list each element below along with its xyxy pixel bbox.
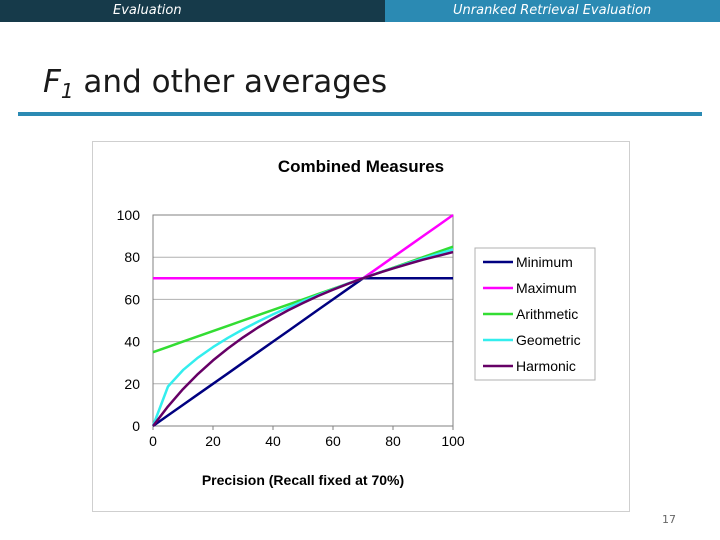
header-bar: Evaluation Unranked Retrieval Evaluation (0, 0, 720, 22)
header-right-label: Unranked Retrieval Evaluation (453, 3, 652, 18)
legend-entry: Geometric (516, 332, 581, 348)
slide-title-rest: and other averages (73, 64, 388, 100)
legend-entry: Arithmetic (516, 306, 578, 322)
y-axis-ticks: 0 20 40 60 80 100 (117, 207, 141, 434)
legend: Minimum Maximum Arithmetic Geometric Harmoni… (474, 247, 596, 381)
x-axis-label: Precision (Recall fixed at 70%) (202, 472, 404, 488)
page-number: 17 (662, 513, 676, 526)
legend-entry: Harmonic (516, 358, 576, 374)
x-tick-label: 60 (325, 433, 341, 449)
legend-entry: Minimum (516, 254, 573, 270)
series-line-geometric (151, 248, 454, 427)
y-tick-label: 40 (124, 334, 140, 350)
x-tick-label: 20 (205, 433, 221, 449)
chart-title: Combined Measures (278, 157, 444, 176)
y-tick-label: 100 (117, 207, 141, 223)
legend-entry: Maximum (516, 280, 577, 296)
y-tick-label: 20 (124, 376, 140, 392)
x-tick-label: 40 (265, 433, 281, 449)
slide-title: F1 and other averages (43, 64, 387, 103)
y-tick-label: 80 (124, 249, 140, 265)
slide-title-subscript: 1 (60, 79, 74, 103)
line-chart: Combined Measures 0 20 40 60 80 100 0 20 40 60 80… (117, 157, 596, 488)
series-line-minimum (152, 277, 453, 428)
x-tick-label: 80 (385, 433, 401, 449)
header-left-section: Evaluation (0, 0, 385, 22)
x-tick-label: 0 (149, 433, 157, 449)
chart-frame: Combined Measures 0 20 40 60 80 100 0 20 40 60 80… (92, 141, 630, 512)
series-line-maximum (153, 213, 454, 280)
slide-title-f: F (43, 64, 61, 100)
series-lines (151, 213, 454, 428)
series-line-harmonic (152, 250, 454, 427)
title-rule (18, 112, 702, 116)
y-tick-label: 0 (132, 418, 140, 434)
x-axis-ticks: 0 20 40 60 80 100 (149, 426, 465, 449)
plot-area (152, 214, 454, 427)
x-tick-label: 100 (441, 433, 465, 449)
header-right-section: Unranked Retrieval Evaluation (385, 0, 720, 22)
y-tick-label: 60 (124, 291, 140, 307)
header-left-label: Evaluation (113, 3, 182, 18)
